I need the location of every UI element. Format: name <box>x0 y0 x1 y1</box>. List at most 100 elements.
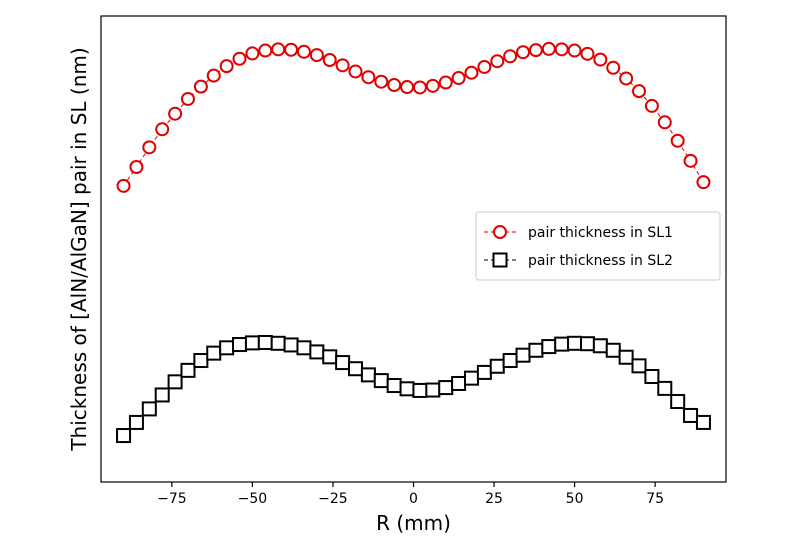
data-point <box>270 335 286 351</box>
data-point <box>360 367 376 383</box>
data-point <box>477 59 492 74</box>
data-point <box>322 52 337 67</box>
data-point <box>528 43 543 58</box>
legend-marker <box>492 252 508 268</box>
x-tick-label: 0 <box>409 491 418 507</box>
data-point <box>541 41 556 56</box>
data-point <box>128 414 144 430</box>
data-point <box>245 46 260 61</box>
data-point <box>271 42 286 57</box>
data-point <box>567 335 583 351</box>
data-point <box>116 428 132 444</box>
data-point <box>618 349 634 365</box>
series-layer <box>116 41 711 444</box>
legend: pair thickness in SL1 pair thickness in S… <box>475 211 721 281</box>
data-point <box>387 78 402 92</box>
data-point <box>309 48 324 63</box>
x-axis: −75 −50 −25 0 25 50 75 <box>157 482 664 507</box>
data-point <box>451 375 467 391</box>
data-point <box>528 342 544 358</box>
x-tick-label: 25 <box>485 491 503 507</box>
data-point <box>579 336 595 352</box>
data-point <box>502 353 518 369</box>
data-point <box>592 338 608 354</box>
data-point <box>451 71 466 86</box>
data-point <box>503 49 518 64</box>
data-point <box>683 407 699 423</box>
data-point <box>412 382 428 398</box>
data-point <box>296 44 311 59</box>
data-point <box>438 75 453 90</box>
data-point <box>476 364 492 380</box>
data-point <box>374 74 389 89</box>
legend-marker <box>493 225 507 239</box>
legend-label: pair thickness in SL1 <box>528 225 673 241</box>
y-axis-label: Thickness of [AlN/AlGaN] pair in SL (nm) <box>67 47 91 451</box>
x-tick-label: 50 <box>566 491 584 507</box>
data-point <box>412 80 427 95</box>
data-point <box>219 340 235 356</box>
data-point <box>670 394 686 410</box>
data-point <box>373 373 389 389</box>
x-axis-label: R (mm) <box>376 511 451 535</box>
data-point <box>232 51 247 66</box>
data-point <box>490 54 505 69</box>
data-point <box>644 369 660 385</box>
data-point <box>593 52 608 67</box>
data-point <box>335 355 351 371</box>
data-point <box>605 342 621 358</box>
data-point <box>554 336 570 352</box>
data-point <box>258 43 273 58</box>
data-point <box>244 335 260 351</box>
data-point <box>632 84 647 99</box>
data-point <box>644 98 659 113</box>
data-point <box>515 347 531 363</box>
data-point <box>206 345 222 361</box>
data-point <box>464 65 479 80</box>
data-point <box>516 45 531 60</box>
data-point <box>155 122 170 137</box>
data-point <box>425 78 440 93</box>
series-2 <box>116 334 711 444</box>
data-point <box>193 79 208 94</box>
legend-label: pair thickness in SL2 <box>528 253 673 269</box>
x-tick-label: 75 <box>646 491 664 507</box>
data-point <box>425 382 441 398</box>
data-point <box>489 358 505 374</box>
data-point <box>438 380 454 396</box>
data-point <box>399 381 415 397</box>
data-point <box>116 178 131 193</box>
data-point <box>619 71 634 86</box>
x-tick-label: −75 <box>157 491 187 507</box>
data-point <box>283 337 299 353</box>
data-point <box>631 358 647 374</box>
data-point <box>463 370 479 386</box>
series-1 <box>116 41 711 193</box>
data-point <box>322 349 338 365</box>
data-point <box>219 59 234 74</box>
data-point <box>154 387 170 403</box>
data-point <box>232 337 248 353</box>
data-point <box>386 378 402 394</box>
data-point <box>657 380 673 396</box>
x-tick-label: −25 <box>318 491 348 507</box>
data-point <box>670 133 685 148</box>
data-point <box>257 334 273 350</box>
data-point <box>348 64 363 79</box>
data-point <box>695 414 711 430</box>
data-point <box>180 362 196 378</box>
data-point <box>606 60 621 75</box>
data-point <box>657 115 672 130</box>
data-point <box>168 106 183 121</box>
data-point <box>206 68 221 83</box>
data-point <box>284 42 299 57</box>
data-point <box>296 340 312 356</box>
data-point <box>580 46 595 61</box>
data-point <box>129 160 144 174</box>
data-point <box>142 140 157 155</box>
data-point <box>683 153 698 168</box>
data-point <box>335 58 350 73</box>
legend-box <box>475 211 721 281</box>
data-point <box>309 344 325 360</box>
